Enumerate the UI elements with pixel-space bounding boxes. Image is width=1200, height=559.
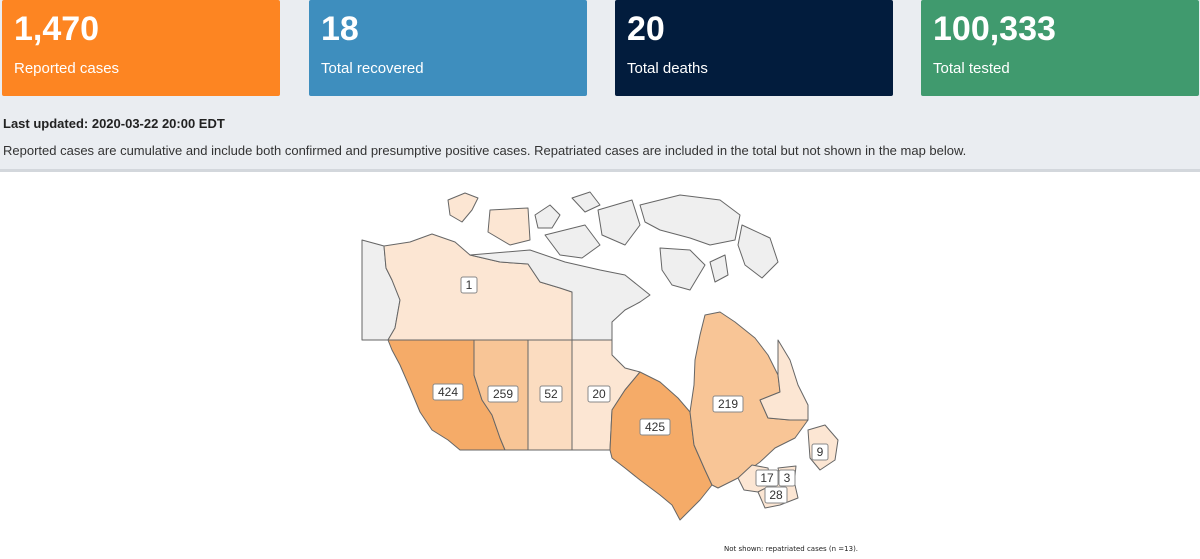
reported-cases-card: 1,470 Reported cases — [2, 0, 280, 96]
label-sk: 52 — [539, 385, 563, 403]
label-bc-text: 424 — [438, 385, 458, 399]
label-pe-text: 3 — [784, 471, 791, 485]
label-ab: 259 — [487, 385, 519, 403]
total-recovered-value: 18 — [321, 10, 359, 48]
label-nb: 17 — [755, 469, 779, 487]
label-nl: 9 — [811, 443, 829, 461]
label-qc-text: 219 — [718, 397, 738, 411]
total-tested-label: Total tested — [933, 60, 1010, 77]
label-on-text: 425 — [645, 420, 665, 434]
label-mb: 20 — [587, 385, 611, 403]
stat-cards: 1,470 Reported cases 18 Total recovered … — [0, 0, 1200, 96]
region-qc[interactable] — [689, 311, 809, 489]
total-tested-value: 100,333 — [933, 10, 1056, 48]
total-recovered-card: 18 Total recovered — [309, 0, 587, 96]
label-qc: 219 — [712, 395, 744, 413]
total-deaths-label: Total deaths — [627, 60, 708, 77]
label-mb-text: 20 — [592, 387, 606, 401]
reported-cases-value: 1,470 — [14, 10, 100, 48]
arctic-islands — [447, 191, 779, 291]
total-tested-card: 100,333 Total tested — [921, 0, 1199, 96]
total-deaths-card: 20 Total deaths — [615, 0, 893, 96]
label-nt-text: 1 — [466, 278, 473, 292]
label-ns: 28 — [764, 486, 788, 504]
reported-cases-label: Reported cases — [14, 60, 120, 77]
region-nt[interactable] — [383, 233, 573, 341]
label-pe: 3 — [778, 469, 796, 487]
case-labels: 1 424 259 52 20 425 219 9 17 3 28 — [432, 276, 829, 504]
label-nt: 1 — [460, 276, 478, 294]
label-sk-text: 52 — [544, 387, 558, 401]
total-recovered-label: Total recovered — [321, 60, 424, 77]
map-footnote: Not shown: repatriated cases (n =13). — [724, 545, 859, 553]
total-deaths-value: 20 — [627, 10, 665, 48]
label-bc: 424 — [432, 383, 464, 401]
region-nl[interactable] — [759, 339, 809, 421]
label-nb-text: 17 — [760, 471, 774, 485]
label-nl-text: 9 — [817, 445, 824, 459]
region-nu[interactable] — [469, 249, 651, 341]
label-ns-text: 28 — [769, 488, 783, 502]
cases-note: Reported cases are cumulative and includ… — [3, 143, 967, 158]
label-on: 425 — [639, 418, 671, 436]
last-updated: Last updated: 2020-03-22 20:00 EDT — [3, 116, 225, 131]
label-ab-text: 259 — [493, 387, 513, 401]
